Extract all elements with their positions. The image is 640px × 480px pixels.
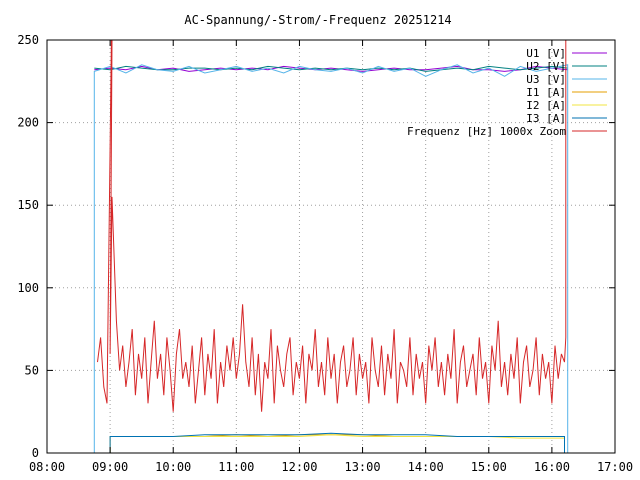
y-tick-label: 100 <box>17 281 39 295</box>
series-line-2 <box>94 65 568 72</box>
x-tick-label: 08:00 <box>29 460 65 474</box>
series-line-4 <box>109 434 565 453</box>
legend: U1 [V]U2 [V]U3 [V]I1 [A]I2 [A]I3 [A]Freq… <box>407 47 607 138</box>
x-tick-label: 11:00 <box>218 460 254 474</box>
series-line-1 <box>94 65 568 72</box>
legend-label: Frequenz [Hz] 1000x Zoom <box>407 125 566 138</box>
x-tick-label: 15:00 <box>471 460 507 474</box>
legend-label: I1 [A] <box>526 86 566 99</box>
plot-frame <box>46 39 616 454</box>
x-tick-label: 13:00 <box>344 460 380 474</box>
legend-label: I3 [A] <box>526 112 566 125</box>
legend-label: U2 [V] <box>526 60 566 73</box>
y-tick-label: 50 <box>25 363 39 377</box>
y-tick-label: 250 <box>17 33 39 47</box>
x-tick-label: 09:00 <box>92 460 128 474</box>
series-line-6 <box>109 432 565 453</box>
x-tick-label: 14:00 <box>408 460 444 474</box>
series-group <box>93 40 569 453</box>
x-tick-label: 10:00 <box>155 460 191 474</box>
legend-label: U3 [V] <box>526 73 566 86</box>
y-tick-label: 0 <box>32 446 39 460</box>
series-line-5 <box>109 434 565 453</box>
axes: 0 50 100 150 200 250 08:00 09:00 10:00 11:00 12:00… <box>17 33 633 474</box>
legend-label: U1 [V] <box>526 47 566 60</box>
x-tick-label: 16:00 <box>534 460 570 474</box>
series-line-3 <box>93 64 569 453</box>
y-tick-label: 150 <box>17 198 39 212</box>
x-tick-label: 12:00 <box>281 460 317 474</box>
y-tick-label: 200 <box>17 116 39 130</box>
x-tick-label: 17:00 <box>597 460 633 474</box>
chart-title: AC-Spannung/-Strom/-Frequenz 20251214 <box>184 13 451 27</box>
grid <box>47 40 615 453</box>
series-line-7 <box>97 40 567 412</box>
legend-label: I2 [A] <box>526 99 566 112</box>
